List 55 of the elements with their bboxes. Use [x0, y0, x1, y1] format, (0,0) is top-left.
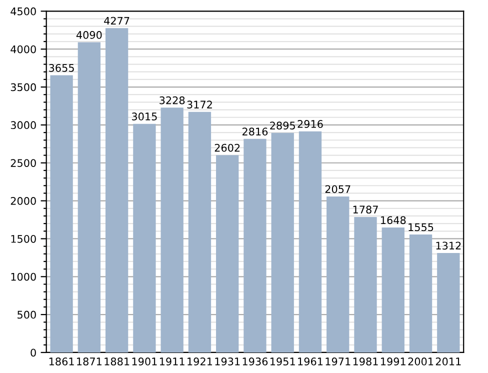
- bar: [105, 28, 128, 352]
- data-label: 4277: [104, 16, 130, 25]
- bar: [50, 75, 73, 352]
- bar: [298, 131, 322, 352]
- x-tick-label: 1936: [242, 358, 268, 366]
- data-label: 3015: [132, 112, 157, 120]
- bar: [244, 138, 266, 352]
- bar: [271, 132, 294, 352]
- x-tick-label: 1971: [326, 358, 350, 366]
- data-label: 3655: [49, 64, 74, 72]
- bar: [188, 112, 212, 352]
- x-tick-label: 1961: [298, 358, 323, 366]
- y-tick-label: 500: [18, 310, 36, 319]
- x-tick-label: 1881: [104, 358, 130, 366]
- y-tick-label: 0: [30, 348, 36, 357]
- bar: [133, 124, 156, 352]
- data-label: 2057: [325, 185, 350, 194]
- data-label: 1787: [353, 206, 378, 214]
- x-tick-label: 1911: [160, 358, 184, 366]
- x-tick-label: 1951: [270, 358, 295, 366]
- data-label: 2602: [214, 144, 240, 152]
- x-tick-label: 1931: [215, 358, 240, 366]
- x-tick-label: 1861: [49, 358, 74, 366]
- bar: [326, 196, 350, 352]
- data-label: 3228: [160, 96, 185, 104]
- data-label: 1648: [381, 216, 406, 224]
- y-tick-label: 3500: [10, 83, 36, 92]
- x-tick-label: 1921: [188, 358, 212, 366]
- y-tick-label: 4000: [10, 45, 36, 54]
- x-tick-label: 2011: [436, 358, 461, 366]
- x-tick-label: 1871: [77, 358, 102, 366]
- data-label: 2816: [242, 128, 268, 136]
- y-tick-label: 4500: [10, 7, 36, 16]
- x-tick-label: 1981: [353, 358, 378, 366]
- bar: [216, 155, 239, 352]
- y-tick-label: 2500: [10, 159, 36, 167]
- x-tick-label: 1991: [381, 358, 406, 366]
- bar: [437, 252, 460, 352]
- y-tick-label: 1500: [11, 234, 36, 243]
- data-label: 4090: [76, 31, 102, 39]
- data-label: 2916: [298, 120, 323, 128]
- y-tick-label: 3000: [10, 121, 36, 130]
- data-label: 1555: [408, 223, 434, 232]
- y-tick-label: 2000: [10, 197, 36, 205]
- bar: [409, 234, 432, 352]
- y-tick-label: 1000: [11, 272, 36, 281]
- x-tick-label: 2001: [408, 358, 434, 366]
- bar: [78, 42, 101, 352]
- x-tick-label: 1901: [132, 358, 157, 366]
- bar: [382, 227, 404, 352]
- bar: [354, 216, 377, 352]
- data-label: 2895: [270, 122, 295, 130]
- data-label: 3172: [187, 100, 212, 109]
- data-label: 1312: [436, 242, 461, 250]
- bar: [160, 108, 184, 352]
